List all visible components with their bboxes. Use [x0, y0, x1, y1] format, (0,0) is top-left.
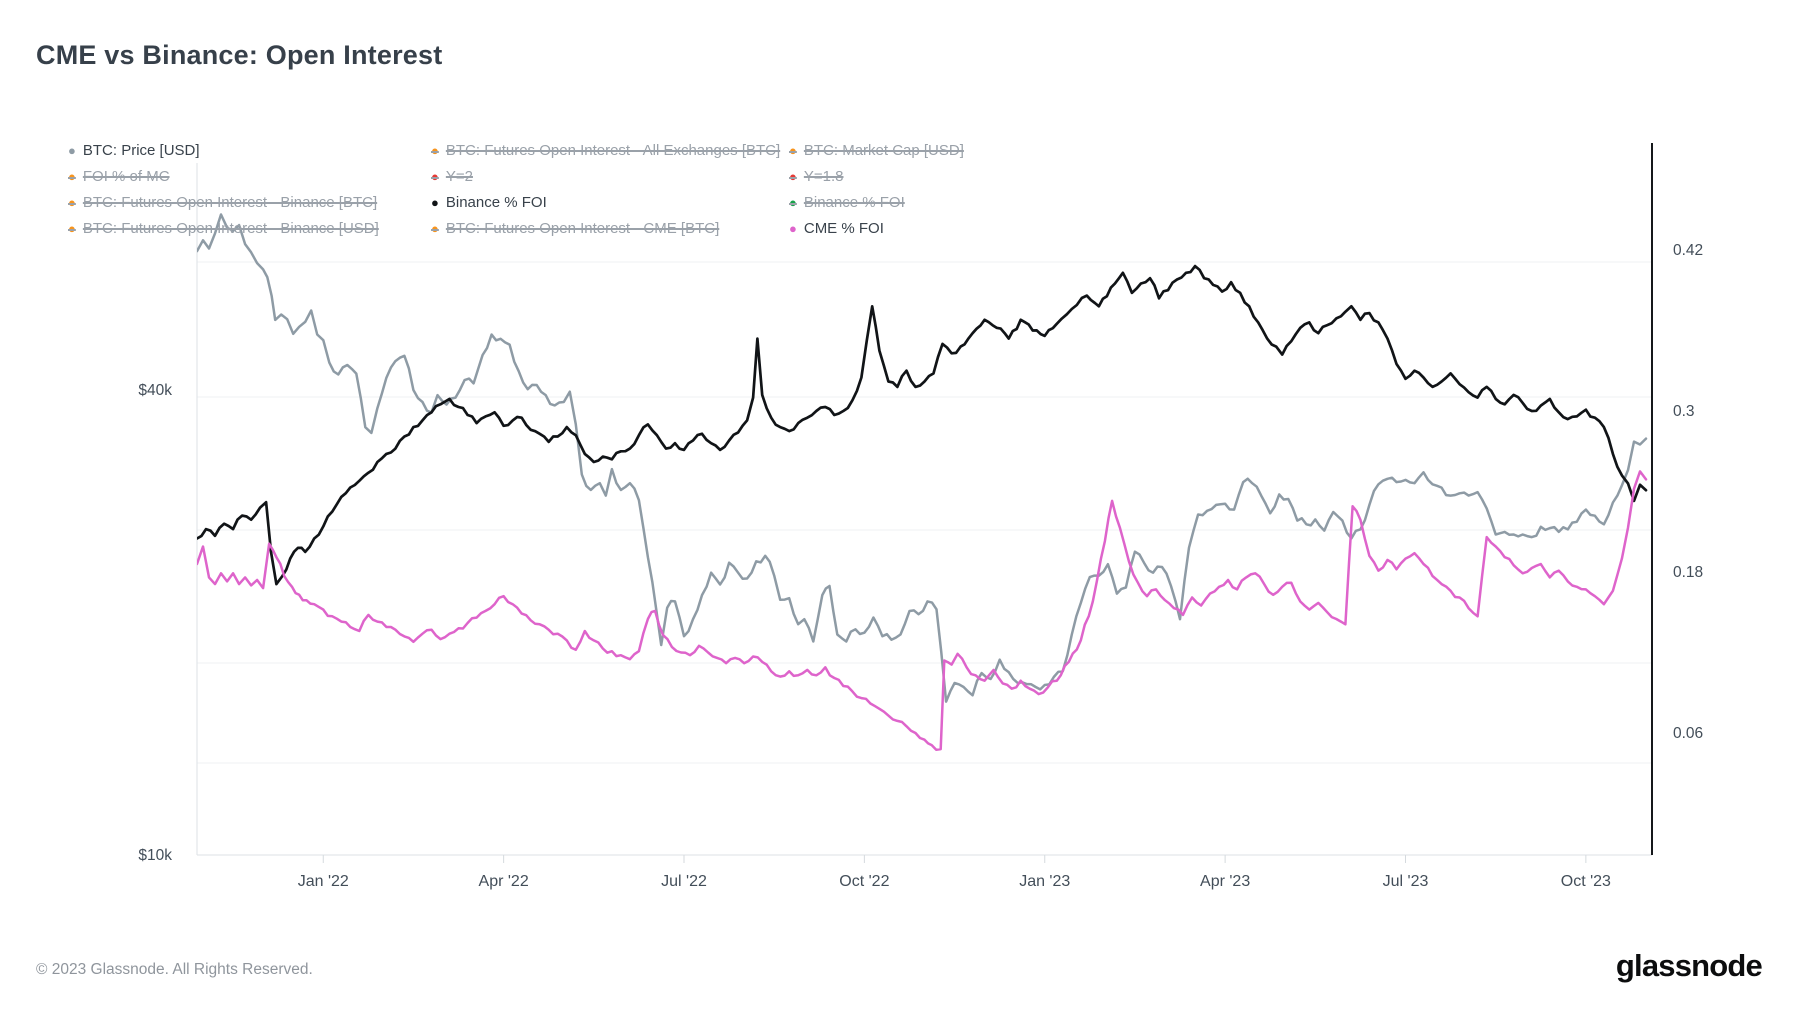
legend-item-btc-price-usd-[interactable]: ● BTC: Price [USD] [68, 138, 379, 164]
legend-column: ● BTC: Market Cap [USD] ● Y=1.8 ● Binance % F… [789, 138, 964, 242]
legend-series-dot: ● [789, 221, 797, 236]
series-line-cme-foi [197, 470, 1648, 751]
legend-item-binance-foi[interactable]: ● Binance % FOI [789, 190, 964, 216]
legend-series-dot: ● [68, 169, 76, 184]
legend-item-btc-futures-open-interest-binance-btc-[interactable]: ● BTC: Futures Open Interest - Binance [B… [68, 190, 379, 216]
legend-item-label: Y=2 [445, 168, 473, 185]
price-axis-label: $40k [138, 382, 172, 399]
legend-series-dot: ● [431, 195, 439, 210]
legend-item-label: BTC: Market Cap [USD] [803, 142, 964, 159]
legend-item-cme-foi[interactable]: ● CME % FOI [789, 216, 964, 242]
copyright-text: © 2023 Glassnode. All Rights Reserved. [36, 961, 313, 978]
x-tick-label: Jul '23 [1383, 873, 1429, 890]
legend-series-dot: ● [68, 143, 76, 158]
legend-item-binance-foi[interactable]: ● Binance % FOI [431, 190, 780, 216]
legend-item-label: BTC: Price [USD] [82, 142, 200, 159]
legend-series-dot: ● [431, 221, 439, 236]
x-tick-label: Oct '23 [1561, 873, 1611, 890]
legend-item-label: BTC: Futures Open Interest - Binance [US… [82, 220, 379, 237]
legend-item-label: BTC: Futures Open Interest - All Exchang… [445, 142, 781, 159]
legend-series-dot: ● [68, 195, 76, 210]
legend-item-btc-market-cap-usd-[interactable]: ● BTC: Market Cap [USD] [789, 138, 964, 164]
x-tick-label: Apr '23 [1200, 873, 1250, 890]
legend-item-y-1-8[interactable]: ● Y=1.8 [789, 164, 964, 190]
x-tick-label: Apr '22 [479, 873, 529, 890]
legend-item-label: BTC: Futures Open Interest - CME [BTC] [445, 220, 720, 237]
legend-item-label: FOI % of MC [82, 168, 170, 185]
legend-item-btc-futures-open-interest-binance-usd-[interactable]: ● BTC: Futures Open Interest - Binance [U… [68, 216, 379, 242]
legend-item-y-2[interactable]: ● Y=2 [431, 164, 780, 190]
price-axis-label: $10k [138, 847, 172, 864]
legend-series-dot: ● [431, 169, 439, 184]
series-line-binance-foi [197, 264, 1648, 586]
legend-series-dot: ● [789, 195, 797, 210]
ratio-axis-label: 0.06 [1673, 725, 1703, 742]
ratio-axis-label: 0.3 [1673, 403, 1695, 420]
legend-series-dot: ● [789, 143, 797, 158]
legend-item-label: Binance % FOI [803, 194, 905, 211]
ratio-axis-label: 0.42 [1673, 242, 1703, 259]
series-line-btc-price-usd- [197, 213, 1648, 703]
x-tick-label: Jul '22 [661, 873, 707, 890]
page-title: CME vs Binance: Open Interest [36, 40, 443, 70]
glassnode-logo: glassnode [1615, 948, 1763, 983]
legend-series-dot: ● [68, 221, 76, 236]
legend-item-label: Y=1.8 [803, 168, 844, 185]
legend-item-label: Binance % FOI [445, 194, 547, 211]
ratio-axis-label: 0.18 [1673, 564, 1703, 581]
legend-series-dot: ● [789, 169, 797, 184]
x-tick-label: Jan '22 [298, 873, 349, 890]
legend-item-btc-futures-open-interest-cme-btc-[interactable]: ● BTC: Futures Open Interest - CME [BTC] [431, 216, 780, 242]
x-tick-label: Oct '22 [839, 873, 889, 890]
legend-item-btc-futures-open-interest-all-exchanges-btc-[interactable]: ● BTC: Futures Open Interest - All Exchan… [431, 138, 780, 164]
legend-column: ● BTC: Futures Open Interest - All Exchan… [431, 138, 780, 242]
legend-series-dot: ● [431, 143, 439, 158]
legend-item-label: CME % FOI [803, 220, 884, 237]
x-tick-label: Jan '23 [1019, 873, 1070, 890]
legend-item-foi-of-mc[interactable]: ● FOI % of MC [68, 164, 379, 190]
legend-item-label: BTC: Futures Open Interest - Binance [BT… [82, 194, 378, 211]
legend-column: ● BTC: Price [USD] ● FOI % of MC ● BTC: Futur… [68, 138, 379, 242]
